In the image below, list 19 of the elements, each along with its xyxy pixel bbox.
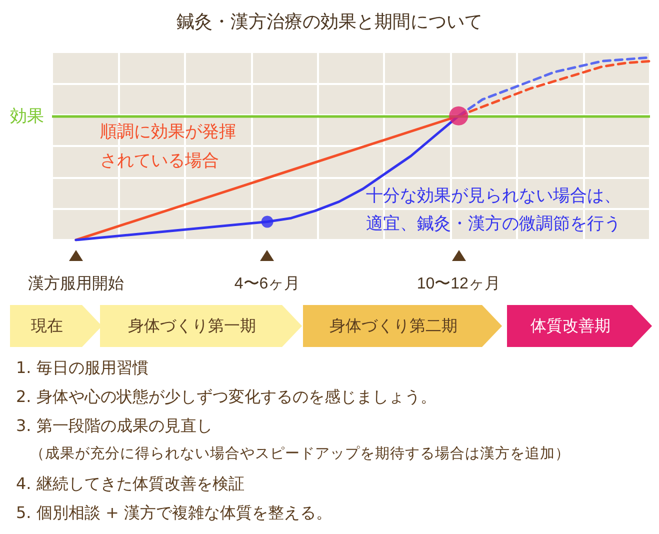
text: 身体づくり第二期 <box>303 305 502 347</box>
x-tick-label: 4〜6ヶ月 <box>234 276 300 292</box>
annotation: 十分な効果が見られない場合は、 <box>366 186 621 206</box>
text: 2. 身体や心の状態が少しずつ変化するのを感じましょう。 <box>16 387 436 406</box>
annotation: 順調に効果が発揮 <box>100 122 236 142</box>
text: 身体づくり第一期 <box>100 305 302 347</box>
x-tick-label: 漢方服用開始 <box>28 274 124 292</box>
text: 現在 <box>10 305 102 347</box>
text: 3. 第一段階の成果の見直し <box>16 416 212 435</box>
annotation: 適宜、鍼灸・漢方の微調節を行う <box>366 214 621 234</box>
text: 体質改善期 <box>507 305 652 347</box>
ref-line-label: 効果 <box>10 106 44 126</box>
text: 4. 継続してきた体質改善を検証 <box>16 474 244 493</box>
text: 5. 個別相談 + 漢方で複雑な体質を整える。 <box>16 503 332 522</box>
chart-title: 鍼灸・漢方治療の効果と期間について <box>176 12 482 32</box>
x-tick-label: 10〜12ヶ月 <box>416 276 500 292</box>
text: 1. 毎日の服用習慣 <box>16 358 148 377</box>
annotation: されている場合 <box>100 151 219 171</box>
text: （成果が充分に得られない場合やスピードアップを期待する場合は漢方を追加） <box>30 446 570 462</box>
